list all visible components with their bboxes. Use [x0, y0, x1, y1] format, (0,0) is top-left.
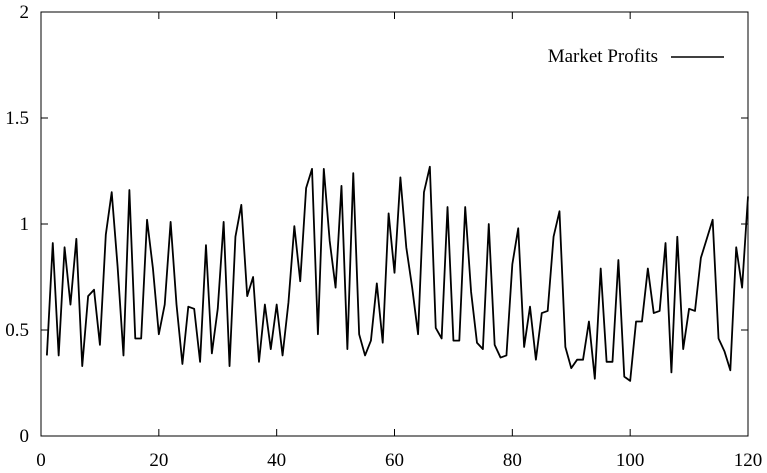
x-tick-label: 100 [616, 450, 645, 471]
x-tick-label: 20 [149, 450, 168, 471]
legend: Market Profits [548, 46, 724, 67]
y-tick-label: 1 [20, 214, 30, 235]
x-tick-label: 80 [503, 450, 522, 471]
series-line-market-profits [45, 165, 749, 382]
x-tick-label: 40 [267, 450, 286, 471]
x-axis-ticks: 0 20 40 60 80 100 120 [36, 12, 762, 471]
y-tick-label: 0.5 [5, 320, 29, 341]
y-tick-label: 1.5 [5, 108, 29, 129]
y-axis-ticks: 0 0.5 1 1.5 2 [5, 2, 748, 447]
y-tick-label: 0 [20, 426, 30, 447]
x-tick-label: 0 [36, 450, 46, 471]
legend-label-market-profits: Market Profits [548, 46, 658, 67]
series-layer [45, 165, 749, 382]
y-tick-label: 2 [20, 2, 30, 23]
x-tick-label: 120 [734, 450, 763, 471]
x-tick-label: 60 [385, 450, 404, 471]
